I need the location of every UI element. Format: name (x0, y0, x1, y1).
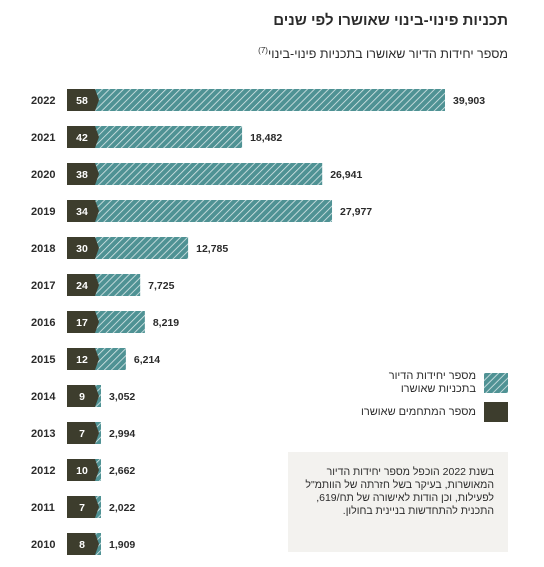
units-value-label: 26,941 (330, 169, 362, 181)
units-value-label: 2,994 (109, 428, 135, 440)
plans-box (67, 533, 99, 555)
units-value-label: 8,219 (153, 317, 179, 329)
units-value-label: 39,903 (453, 95, 485, 107)
year-label: 2011 (31, 502, 55, 514)
year-label: 2015 (31, 354, 55, 366)
plans-box (67, 496, 99, 518)
chart-title: תכניות פינוי-בינוי שאושרו לפי שנים (273, 12, 508, 29)
year-label: 2013 (31, 428, 55, 440)
plans-value-label: 24 (76, 280, 88, 292)
units-value-label: 3,052 (109, 391, 135, 403)
year-label: 2016 (31, 317, 55, 329)
chart-subtitle: מספר יחידות הדיור שאושרו בתכניות פינוי-ב… (258, 46, 508, 61)
plans-value-label: 8 (79, 539, 85, 551)
units-value-label: 12,785 (196, 243, 228, 255)
year-label: 2010 (31, 539, 55, 551)
plans-box (67, 126, 99, 148)
units-bar (67, 237, 189, 259)
plans-box (67, 89, 99, 111)
subtitle-footnote: (7) (258, 46, 268, 55)
note-box: בשנת 2022 הוכפל מספר יחידות הדיור המאושר… (288, 452, 508, 552)
year-label: 2020 (31, 169, 55, 181)
year-label: 2021 (31, 132, 55, 144)
plans-box (67, 237, 99, 259)
plans-box (67, 274, 99, 296)
year-label: 2022 (31, 95, 55, 107)
units-value-label: 6,214 (134, 354, 160, 366)
plans-value-label: 12 (76, 354, 88, 366)
units-bar (67, 200, 333, 222)
year-label: 2019 (31, 206, 55, 218)
year-label: 2014 (31, 391, 56, 403)
units-bar (67, 89, 445, 111)
plans-box (67, 311, 99, 333)
year-label: 2018 (31, 243, 55, 255)
units-value-label: 7,725 (148, 280, 174, 292)
year-label: 2017 (31, 280, 55, 292)
units-bar (67, 126, 243, 148)
plans-value-label: 42 (76, 132, 88, 144)
plans-value-label: 38 (76, 169, 88, 181)
plans-box (67, 385, 99, 407)
plans-box (67, 459, 99, 481)
units-bar (67, 163, 323, 185)
units-value-label: 2,662 (109, 465, 135, 477)
plans-value-label: 30 (76, 243, 88, 255)
legend-units-label: מספר יחידות הדיור בתכניות שאושרו (388, 370, 476, 395)
subtitle-text: מספר יחידות הדיור שאושרו בתכניות פינוי-ב… (267, 47, 508, 62)
plans-value-label: 17 (76, 317, 88, 329)
units-value-label: 2,022 (109, 502, 135, 514)
plans-value-label: 34 (76, 206, 88, 218)
plans-value-label: 10 (76, 465, 88, 477)
year-label: 2012 (31, 465, 55, 477)
plans-value-label: 7 (79, 502, 85, 514)
plans-value-label: 58 (76, 95, 88, 107)
units-value-label: 18,482 (250, 132, 282, 144)
plans-box (67, 348, 99, 370)
legend-units-swatch (484, 373, 508, 393)
legend-plans: מספר המתחמים שאושרו (356, 402, 508, 422)
legend-plans-swatch (484, 402, 508, 422)
units-value-label: 1,909 (109, 539, 135, 551)
plans-box (67, 163, 99, 185)
plans-box (67, 422, 99, 444)
units-value-label: 27,977 (340, 206, 372, 218)
legend-plans-label: מספר המתחמים שאושרו (361, 405, 476, 418)
plans-box (67, 200, 99, 222)
plans-value-label: 9 (79, 391, 85, 403)
plans-value-label: 7 (79, 428, 85, 440)
legend-units: מספר יחידות הדיור בתכניות שאושרו (356, 370, 508, 396)
